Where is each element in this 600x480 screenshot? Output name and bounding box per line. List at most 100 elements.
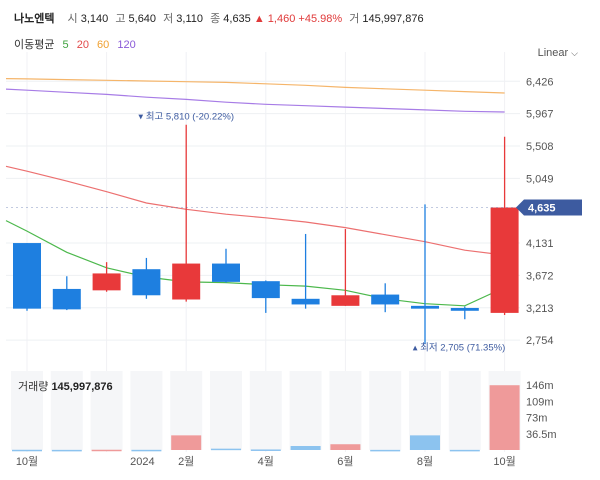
volume-slot: [369, 371, 402, 450]
price-tick-label: 2,754: [526, 335, 554, 347]
candle-body: [251, 281, 280, 299]
ma5-line: [5, 220, 505, 307]
price-header: 나노엔텍 시 3,140 고 5,640 저 3,110 종 4,635 ▲ 1…: [14, 10, 424, 26]
stock-name: 나노엔텍: [14, 13, 55, 25]
volume-bar: [91, 449, 122, 452]
ma-20[interactable]: 20: [76, 39, 89, 51]
volume-slot: [90, 371, 123, 450]
ma120-line: [5, 88, 505, 113]
volume-title-value: 145,997,876: [51, 381, 113, 393]
annotations-layer: ▾ 최고 5,810 (-20.22%) ▴ 최저 2,705 (71.35%): [138, 112, 505, 354]
volume-layer: 146m 109m 73m 36.5m: [11, 371, 557, 452]
candle: [172, 124, 201, 302]
change-value: ▲ 1,460: [253, 13, 296, 25]
ma-5[interactable]: 5: [62, 39, 69, 51]
volume-slot: [210, 371, 242, 450]
candle-body: [132, 269, 161, 296]
candle: [132, 257, 161, 299]
candle-body: [212, 263, 240, 282]
candle-body: [450, 307, 479, 311]
volume-bar: [330, 444, 361, 450]
volume-bar: [171, 435, 202, 450]
time-tick-label: 2월: [178, 455, 194, 468]
volume-slot: [289, 371, 322, 450]
volume-slot: [130, 371, 163, 450]
candle-body: [13, 243, 41, 309]
low-annotation: ▴ 최저 2,705 (71.35%): [413, 343, 506, 354]
low-value: 3,110: [176, 13, 204, 25]
candle-body: [490, 207, 519, 313]
candle-body: [411, 305, 439, 309]
close-value: 4,635: [223, 13, 251, 25]
time-tick-label: 8월: [417, 455, 433, 468]
candles-layer: [13, 124, 519, 344]
moving-average-legend: 이동평균 5 20 60 120: [14, 36, 141, 52]
ma-60[interactable]: 60: [97, 39, 110, 51]
candle-body: [291, 298, 320, 305]
price-tick-label: 6,426: [526, 76, 554, 88]
ma20-line: [5, 165, 505, 256]
volume-bar: [410, 435, 440, 450]
candle: [291, 233, 320, 309]
low-label: 저: [163, 13, 174, 25]
chevron-down-icon: ⌵: [571, 48, 578, 58]
candle-body: [371, 294, 400, 305]
candle: [212, 248, 240, 283]
candle-body: [172, 263, 201, 300]
volume-bar: [489, 385, 520, 450]
time-tick-label: 10월: [493, 455, 515, 468]
price-axis: 6,426 5,967 5,508 5,049 4,131 3,672 3,213 2,754…: [6, 76, 582, 347]
scale-mode: Linear: [537, 47, 569, 59]
high-label: 고: [115, 13, 126, 25]
volume-bar: [131, 449, 162, 452]
candle-body: [92, 273, 121, 291]
moving-average-lines: [5, 78, 505, 307]
volume-title: 거래량 145,997,876: [18, 378, 113, 394]
volume-bar: [250, 449, 281, 451]
candle: [13, 243, 41, 311]
close-label: 종: [210, 13, 221, 25]
volume-slot: [11, 371, 43, 450]
price-tick-label: 5,508: [526, 141, 554, 153]
price-tick-label: 3,213: [526, 303, 554, 315]
time-tick-label: 4월: [258, 455, 274, 468]
volume-slot: [50, 371, 83, 450]
volume-slot: [448, 371, 481, 450]
volume-bar: [290, 446, 321, 450]
volume-slot: [249, 371, 282, 450]
scale-selector[interactable]: Linear ⌵: [538, 47, 578, 59]
volume-value: 145,997,876: [362, 13, 424, 25]
volume-tick-label: 36.5m: [526, 429, 557, 441]
candle: [92, 262, 121, 292]
current-price-label: 4,635: [528, 203, 556, 215]
ma-120[interactable]: 120: [117, 39, 136, 51]
candle: [331, 229, 360, 306]
ma60-line: [5, 78, 505, 94]
candle: [371, 283, 400, 313]
candle-body: [52, 288, 81, 310]
open-label: 시: [67, 13, 78, 25]
volume-bar: [370, 449, 401, 452]
volume-title-label: 거래량: [18, 381, 49, 393]
price-tick-label: 5,967: [526, 109, 554, 121]
volume-slot: [329, 371, 362, 450]
open-value: 3,140: [80, 13, 109, 25]
volume-tick-label: 146m: [526, 380, 554, 392]
volume-bar: [51, 449, 82, 452]
price-tick-label: 4,131: [526, 238, 554, 250]
volume-bar: [12, 449, 42, 452]
change-percent: +45.98%: [298, 13, 343, 25]
time-tick-label: 10월: [16, 455, 38, 468]
candle: [52, 276, 81, 311]
candle: [411, 204, 439, 344]
volume-tick-label: 109m: [526, 397, 554, 409]
time-tick-label: 2024: [130, 456, 154, 468]
price-tick-label: 5,049: [526, 173, 554, 185]
volume-bar: [211, 448, 241, 451]
candle: [251, 280, 280, 313]
high-value: 5,640: [128, 13, 157, 25]
time-axis: 10월 2024 2월 4월 6월 8월 10월: [16, 455, 516, 468]
price-tick-label: 3,672: [526, 270, 554, 282]
volume-bar: [449, 449, 480, 452]
